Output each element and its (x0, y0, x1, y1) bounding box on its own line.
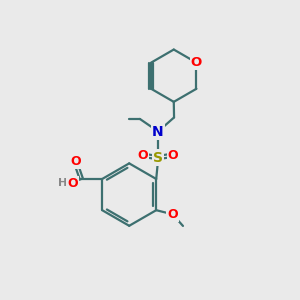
Text: O: O (67, 177, 78, 190)
Text: H: H (58, 178, 68, 188)
Text: O: O (191, 56, 202, 69)
Text: S: S (153, 151, 163, 165)
Text: O: O (71, 154, 81, 168)
Text: O: O (137, 149, 148, 162)
Text: O: O (167, 208, 178, 221)
Text: O: O (168, 149, 178, 162)
Text: N: N (152, 125, 164, 139)
